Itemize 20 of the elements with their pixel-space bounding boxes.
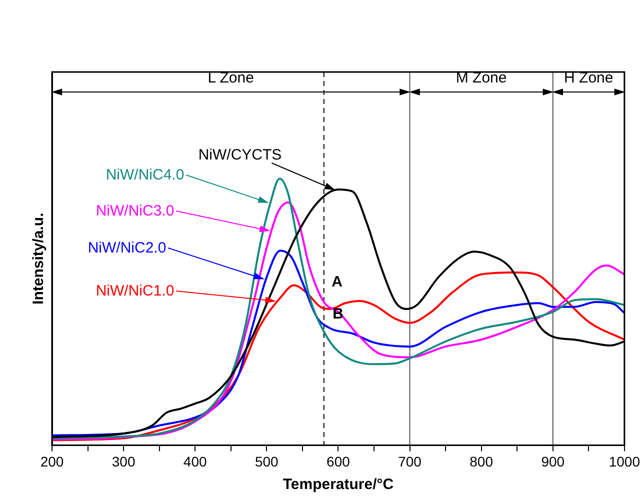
annotation: A [332,274,342,290]
x-tick-label: 600 [326,453,350,470]
text: M Zone [456,70,507,86]
text: NiW/CYCTS [198,146,282,164]
text: NiW/NiC1.0 [96,282,174,300]
x-tick-label: 900 [541,453,565,470]
x-axis-title: Temperature/°C [282,476,394,494]
text: L Zone [208,70,254,86]
x-tick-label: 500 [254,453,279,470]
x-tick-label: 1000 [608,453,640,470]
text: NiW/NiC3.0 [96,202,174,220]
text: NiW/NiC2.0 [88,240,166,256]
x-tick-label: 400 [183,453,207,470]
x-tick-label: 800 [470,453,494,470]
text: NiW/NiC4.0 [106,166,184,184]
y-axis-title: Intensity/a.u. [30,212,48,304]
x-tick-label: 700 [398,453,422,470]
x-tick-label: 300 [112,453,136,470]
x-tick-label: 200 [40,453,64,470]
text: H Zone [564,70,614,86]
